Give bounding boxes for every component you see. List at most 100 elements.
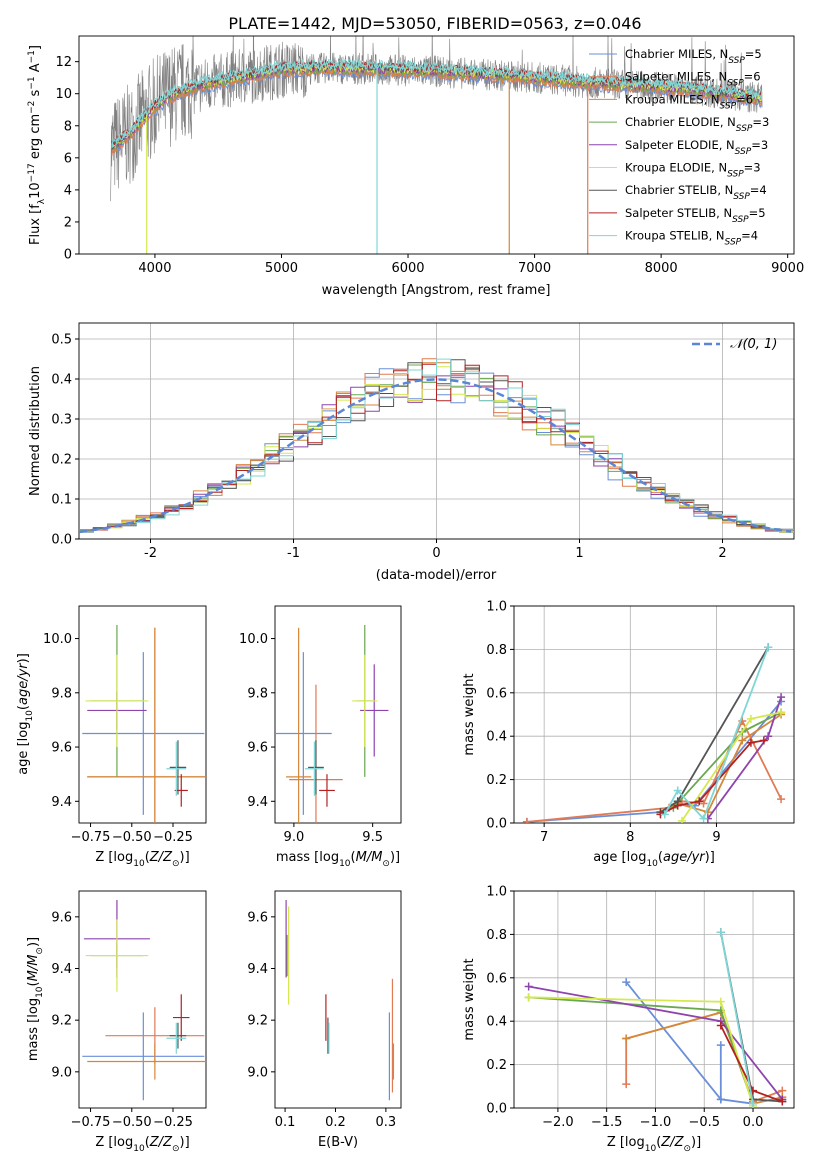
x-tick-label: −0.75	[71, 830, 111, 845]
weight-series-line	[664, 646, 770, 821]
weight-point-marker	[660, 810, 669, 819]
label-part: 10	[35, 986, 45, 998]
weight-point-marker	[777, 795, 786, 804]
label-part: )]	[390, 850, 400, 865]
label-part: =4	[741, 229, 758, 243]
weight-vs-Z-axes: −2.0 −1.5 −1.0 −0.5 0.0 0.0 0.2 0.4 0.6 0.8 1.0 mas…	[462, 885, 795, 1154]
label-part: 10	[25, 710, 35, 722]
weight-point-marker	[695, 797, 704, 806]
x-tick-label: −0.50	[112, 830, 152, 845]
label-part: )]	[26, 937, 41, 947]
axes-frame	[78, 35, 795, 255]
x-tick-label: 9.0	[284, 830, 305, 845]
label-part: age [log	[16, 722, 31, 775]
weight-point-marker	[622, 978, 631, 987]
x-tick-label: 9.5	[362, 830, 383, 845]
axes-frame	[78, 890, 207, 1109]
mass-vs-EBV-axes: 0.1 0.2 0.3 9.0 9.2 9.4 9.6 E(B-V)	[247, 890, 402, 1150]
label-part: (	[16, 705, 31, 710]
x-axis-label: E(B-V)	[318, 1135, 358, 1150]
weight-point-marker	[716, 1041, 725, 1050]
y-tick-label: 0.2	[51, 453, 72, 468]
x-tick-label: −1.5	[591, 1115, 623, 1130]
weight-point-marker	[524, 993, 533, 1002]
x-tick-label: 7000	[518, 261, 551, 276]
label-part: λ	[37, 198, 47, 204]
y-tick-label: 0.3	[51, 413, 72, 428]
weight-point-marker	[716, 1021, 725, 1030]
weight-point-marker	[777, 708, 786, 717]
weight-series-line	[719, 932, 754, 1104]
y-tick-label: 9.6	[247, 910, 268, 925]
label-part: =6	[744, 70, 761, 84]
y-tick-label: 9.2	[247, 1014, 268, 1029]
weight-point-marker	[764, 643, 773, 652]
y-tick-label: 0.4	[51, 373, 72, 388]
x-tick-label: 7	[540, 830, 548, 845]
label-part: Salpeter STELIB, N	[625, 206, 732, 220]
label-part: ⊙	[683, 1144, 691, 1154]
y-tick-label: 9.4	[51, 962, 72, 977]
mass-vs-Z-plot-area	[82, 900, 206, 1101]
label-part: SSP	[732, 215, 749, 225]
x-tick-label: 6000	[391, 261, 424, 276]
y-tick-label: 0.8	[486, 928, 507, 943]
mass-vs-Z-axes: −0.75 −0.50 −0.259.09.29.49.6Z [log10(Z/Z⊙…	[26, 890, 207, 1154]
label-part: A	[28, 63, 43, 76]
x-tick-label: 8	[626, 830, 634, 845]
weight-vs-age-axes: 7 8 9 0.0 0.2 0.4 0.6 0.8 1.0 mass weight age [log…	[462, 600, 795, 869]
x-axis-label: Z [log10(Z/Z⊙)]	[95, 850, 189, 869]
y-axis-label: age [log10(age/yr)]	[16, 653, 35, 775]
x-tick-label: −1.0	[640, 1115, 672, 1130]
x-tick-label: 8000	[645, 261, 678, 276]
weight-point-marker	[673, 786, 682, 795]
legend-entry: Salpeter ELODIE, NSSP=3	[625, 138, 768, 157]
mass-vs-EBV-plot-area	[285, 900, 395, 1101]
x-axis-label: Z [log10(Z/Z⊙)]	[95, 1135, 189, 1154]
weight-point-marker	[522, 817, 531, 823]
y-axis-label: Normed distribution	[28, 366, 43, 496]
y-tick-label: 0.6	[486, 971, 507, 986]
label-part: Z [log	[607, 1135, 645, 1150]
x-tick-label: -2	[144, 546, 157, 561]
label-part: mass [log	[276, 850, 339, 865]
label-part: Chabrier STELIB, N	[625, 183, 733, 197]
label-part: Kroupa ELODIE, N	[625, 161, 727, 175]
label-part: erg cm	[28, 114, 43, 163]
x-axis-label: wavelength [Angstrom, rest frame]	[322, 283, 551, 298]
label-part: )]	[180, 850, 190, 865]
weight-point-marker	[738, 736, 747, 745]
y-axis-label: mass weight	[462, 673, 477, 755]
y-tick-label: 0.1	[51, 493, 72, 508]
spectrum-plot-area	[110, 36, 763, 254]
weight-point-marker	[673, 801, 682, 810]
label-part: =3	[744, 161, 761, 175]
label-part: −17	[27, 163, 37, 182]
axes-frame	[78, 605, 207, 824]
weight-point-marker	[622, 1080, 631, 1089]
weight-point-marker	[746, 738, 755, 747]
legend-entry: Kroupa ELODIE, NSSP=3	[625, 161, 761, 180]
y-tick-label: 0.4	[486, 730, 507, 745]
label-part: 10	[645, 1144, 657, 1154]
label-part: (	[351, 850, 356, 865]
label-part: (	[145, 1135, 150, 1150]
x-tick-label: 0	[432, 546, 440, 561]
y-tick-label: 9.4	[247, 962, 268, 977]
y-tick-label: 4	[64, 183, 72, 198]
weight-point-marker	[778, 1097, 787, 1106]
label-part: =6	[736, 92, 753, 106]
y-tick-label: 12	[55, 55, 72, 70]
y-tick-label: 1.0	[486, 885, 507, 900]
legend-entry: Kroupa STELIB, NSSP=4	[625, 229, 758, 248]
label-part: s	[28, 89, 43, 100]
label-part: 10	[133, 859, 145, 869]
y-tick-label: 9.8	[51, 686, 72, 701]
y-tick-label: 0.8	[486, 643, 507, 658]
label-part: SSP	[733, 192, 750, 202]
label-part: age/yr	[16, 662, 31, 705]
label-part: Salpeter ELODIE, N	[625, 138, 735, 152]
age-vs-Z-axes: −0.75 −0.50 −0.259.49.69.810.0Z [log10(Z/Z…	[16, 605, 207, 869]
y-tick-label: 0.5	[51, 333, 72, 348]
label-part: M/M	[26, 955, 41, 982]
